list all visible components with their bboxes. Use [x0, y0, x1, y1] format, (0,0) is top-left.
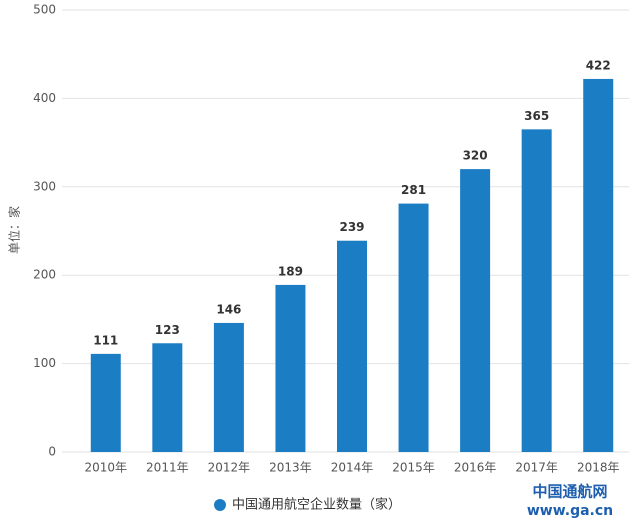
data-label: 189 [278, 264, 303, 278]
data-label: 320 [463, 149, 488, 163]
data-label: 365 [524, 109, 549, 123]
data-label: 111 [93, 333, 118, 347]
bar [213, 322, 244, 452]
y-tick-label: 200 [33, 268, 56, 282]
y-tick-label: 500 [33, 3, 56, 17]
y-tick-label: 400 [33, 91, 56, 105]
bar [583, 78, 614, 453]
source-url: www.ga.cn [527, 503, 613, 519]
x-tick-label: 2017年 [515, 461, 558, 475]
data-label: 422 [586, 58, 611, 72]
source-logo: 中国通航网 [532, 483, 607, 501]
y-tick-label: 300 [33, 179, 56, 193]
bar [337, 240, 367, 452]
data-label: 281 [401, 183, 426, 197]
x-tick-label: 2018年 [577, 461, 620, 475]
data-label: 123 [155, 323, 180, 337]
x-tick-label: 2016年 [454, 461, 497, 475]
bar [152, 343, 183, 452]
x-tick-label: 2011年 [146, 461, 189, 475]
x-tick-label: 2010年 [85, 461, 128, 475]
bar [90, 353, 121, 452]
bar [398, 203, 429, 452]
data-label: 146 [216, 302, 241, 316]
legend-marker [214, 499, 226, 511]
data-label: 239 [339, 220, 364, 234]
x-tick-label: 2014年 [331, 461, 374, 475]
bar [275, 284, 306, 452]
x-tick-label: 2012年 [208, 461, 251, 475]
legend-label: 中国通用航空企业数量（家） [232, 497, 401, 513]
y-axis-label: 单位：家 [7, 206, 22, 254]
x-tick-label: 2015年 [392, 461, 435, 475]
bar [460, 169, 491, 452]
y-tick-label: 0 [48, 445, 56, 459]
x-tick-label: 2013年 [269, 461, 312, 475]
bar [521, 129, 552, 452]
y-tick-label: 100 [33, 356, 56, 370]
